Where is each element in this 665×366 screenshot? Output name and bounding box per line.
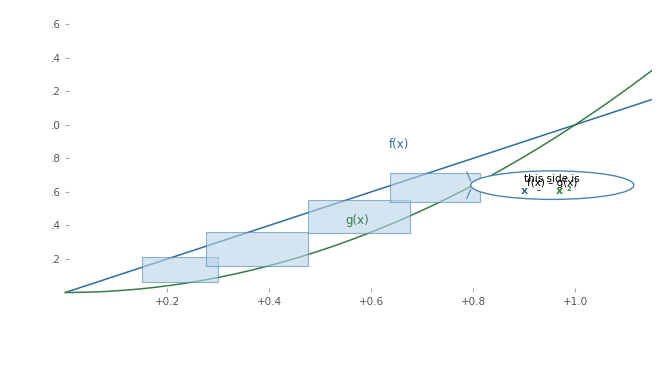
Text: g(x): g(x)	[346, 214, 370, 227]
Text: x: x	[521, 186, 528, 195]
Ellipse shape	[471, 171, 634, 199]
Text: 2: 2	[567, 186, 571, 192]
Bar	[390, 173, 479, 202]
Text: this side is: this side is	[525, 174, 580, 184]
Text: f(x) – g(x): f(x) – g(x)	[527, 179, 577, 188]
Text: f(x): f(x)	[389, 138, 410, 151]
Bar	[205, 232, 307, 266]
Bar	[142, 257, 218, 282]
Text: -: -	[537, 186, 541, 195]
Bar	[307, 200, 410, 233]
Text: x: x	[555, 186, 563, 195]
